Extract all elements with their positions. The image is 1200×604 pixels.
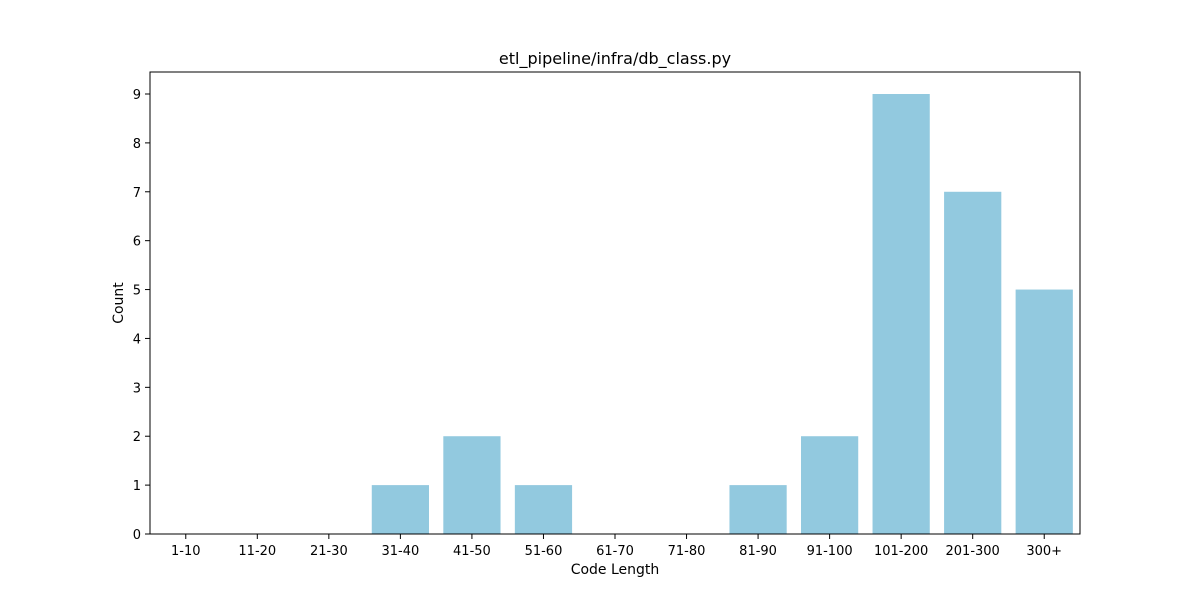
y-axis-label: Count bbox=[111, 282, 127, 324]
bar-81-90 bbox=[729, 485, 787, 534]
bar-31-40 bbox=[371, 485, 429, 534]
y-tick-label: 0 bbox=[133, 528, 141, 543]
bar-201-300 bbox=[944, 191, 1002, 534]
x-tick-label: 91-100 bbox=[807, 544, 853, 559]
x-tick-label: 41-50 bbox=[453, 544, 491, 559]
y-axis: 0 1 2 3 4 5 6 7 8 9 bbox=[133, 88, 150, 543]
x-tick-label: 51-60 bbox=[525, 544, 563, 559]
x-tick-label: 61-70 bbox=[596, 544, 634, 559]
y-tick-label: 6 bbox=[133, 235, 141, 250]
x-tick-label: 71-80 bbox=[668, 544, 706, 559]
bar-91-100 bbox=[801, 436, 859, 534]
y-tick-label: 4 bbox=[133, 332, 141, 347]
bar-41-50 bbox=[443, 436, 501, 534]
y-tick-label: 3 bbox=[133, 381, 141, 396]
chart-title: etl_pipeline/infra/db_class.py bbox=[499, 49, 731, 69]
x-axis: 1-10 11-20 21-30 31-40 41-50 51-60 61-70 71-80 8… bbox=[171, 534, 1062, 559]
x-tick-label: 31-40 bbox=[381, 544, 419, 559]
bar-300+ bbox=[1015, 289, 1073, 534]
y-tick-label: 7 bbox=[133, 186, 141, 201]
bar-101-200 bbox=[872, 94, 930, 534]
y-tick-label: 2 bbox=[133, 430, 141, 445]
x-tick-label: 201-300 bbox=[946, 544, 1000, 559]
plot-frame bbox=[149, 71, 1081, 535]
x-tick-label: 11-20 bbox=[238, 544, 276, 559]
bar-51-60 bbox=[514, 485, 573, 534]
bars-layer bbox=[371, 94, 1073, 534]
x-axis-label: Code Length bbox=[571, 562, 660, 578]
y-tick-label: 1 bbox=[133, 479, 141, 494]
y-tick-label: 9 bbox=[133, 88, 141, 103]
x-tick-label: 21-30 bbox=[310, 544, 348, 559]
x-tick-label: 1-10 bbox=[171, 544, 201, 559]
y-tick-label: 8 bbox=[133, 137, 141, 152]
x-tick-label: 81-90 bbox=[739, 544, 777, 559]
x-tick-label: 300+ bbox=[1026, 544, 1062, 559]
y-tick-label: 5 bbox=[133, 284, 141, 299]
x-tick-label: 101-200 bbox=[874, 544, 928, 559]
